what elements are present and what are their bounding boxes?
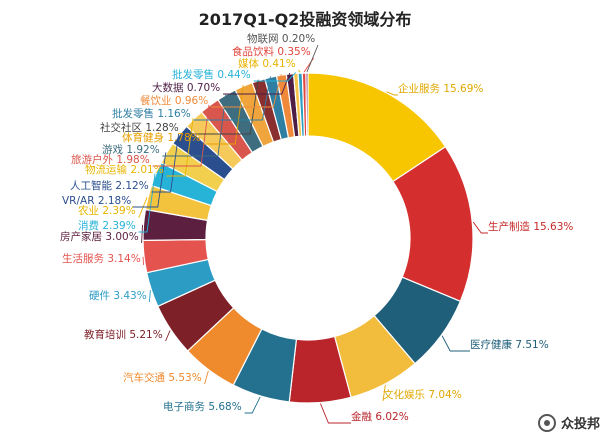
leader-line-11 xyxy=(138,196,148,218)
leader-line-1 xyxy=(472,221,488,234)
leader-line-14 xyxy=(151,133,180,193)
slice-26 xyxy=(305,72,309,137)
leader-line-13 xyxy=(132,152,167,208)
data-label-19: 社交社区 1.28% xyxy=(100,121,179,134)
leader-line-2 xyxy=(441,335,470,352)
leader-line-7 xyxy=(165,330,171,342)
data-label-3: 文化娱乐 7.04% xyxy=(383,388,462,401)
data-label-25: 食品饮料 0.35% xyxy=(232,45,311,58)
data-label-11: 农业 2.39% xyxy=(78,204,136,217)
leader-line-21 xyxy=(211,74,282,108)
data-label-26: 物联网 0.20% xyxy=(247,32,315,45)
watermark: 众投邦 xyxy=(537,413,600,432)
leader-line-24 xyxy=(298,69,301,73)
data-label-16: 旅游户外 1.98% xyxy=(71,153,150,166)
leader-line-19 xyxy=(181,79,259,135)
data-label-4: 金融 6.02% xyxy=(351,410,409,423)
data-label-9: 生活服务 3.14% xyxy=(62,252,141,265)
leader-line-9 xyxy=(142,256,145,266)
leader-line-3 xyxy=(382,384,386,402)
data-label-7: 教育培训 5.21% xyxy=(84,328,163,341)
data-label-20: 批发零售 1.16% xyxy=(112,107,191,120)
leader-line-5 xyxy=(244,396,261,414)
data-label-8: 硬件 3.43% xyxy=(89,290,147,302)
data-label-14: 人工智能 2.12% xyxy=(70,179,149,192)
data-label-1: 生产制造 15.63% xyxy=(488,220,573,233)
leader-line-15 xyxy=(166,118,194,177)
data-label-12: 消费 2.39% xyxy=(78,219,136,232)
leader-line-18 xyxy=(203,85,244,145)
data-label-15: 物流运输 2.01% xyxy=(85,163,164,176)
data-label-5: 电子商务 5.68% xyxy=(163,400,242,413)
chart-title: 2017Q1-Q2投融资领域分布 xyxy=(198,10,412,29)
leader-line-17 xyxy=(162,93,227,157)
leader-line-20 xyxy=(193,76,271,121)
leader-line-16 xyxy=(152,104,210,167)
data-label-2: 医疗健康 7.51% xyxy=(470,338,549,351)
data-label-23: 批发零售 0.44% xyxy=(172,68,251,81)
leader-line-10 xyxy=(141,224,143,244)
data-label-13: VR/AR 2.18% xyxy=(62,195,131,207)
data-label-10: 房产家居 3.00% xyxy=(60,230,139,243)
leader-line-23 xyxy=(253,72,297,82)
leader-line-8 xyxy=(148,290,151,303)
leader-line-0 xyxy=(386,91,398,96)
data-label-21: 餐饮业 0.96% xyxy=(140,94,208,107)
leader-line-6 xyxy=(204,370,209,385)
data-label-22: 大数据 0.70% xyxy=(152,81,220,94)
data-label-17: 游戏 1.92% xyxy=(102,143,160,156)
leader-line-12 xyxy=(138,173,156,233)
data-label-0: 企业服务 15.69% xyxy=(398,82,483,95)
watermark-text: 众投邦 xyxy=(560,417,600,432)
leader-line-4 xyxy=(320,403,351,424)
leader-line-22 xyxy=(223,72,291,95)
leader-line-26 xyxy=(306,44,319,73)
data-label-18: 体育健身 1.78% xyxy=(122,131,201,144)
data-label-24: 媒体 0.41% xyxy=(238,57,296,70)
circle-logo-icon xyxy=(537,413,556,432)
data-label-6: 汽车交通 5.53% xyxy=(123,371,202,384)
